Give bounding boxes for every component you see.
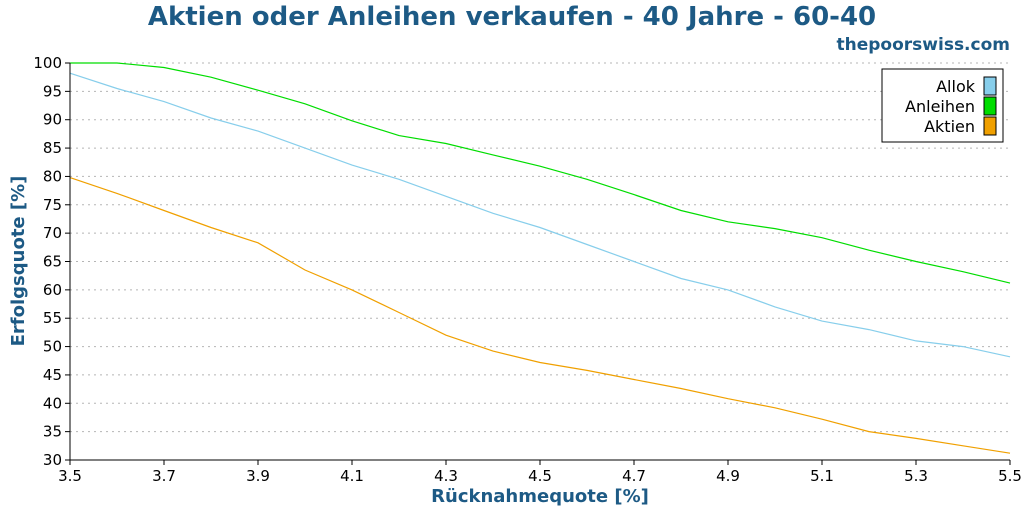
y-tick-label: 75	[43, 196, 62, 214]
legend-swatch	[983, 96, 997, 116]
x-tick-label: 5.5	[998, 467, 1022, 485]
x-tick-label: 3.9	[246, 467, 270, 485]
y-tick-label: 70	[43, 224, 62, 242]
y-tick-label: 40	[43, 394, 62, 412]
y-tick-label: 50	[43, 338, 62, 356]
x-tick-label: 5.3	[904, 467, 928, 485]
series-line-aktien	[69, 177, 1011, 454]
x-tick-label: 4.3	[434, 467, 458, 485]
y-tick-label: 55	[43, 309, 62, 327]
legend-swatch	[983, 116, 997, 136]
x-axis-title: Rücknahmequote [%]	[431, 486, 649, 507]
y-tick-label: 100	[33, 54, 62, 72]
grid-lines	[70, 62, 1010, 433]
x-axis-ticks: 3.5 3.7 3.9 4.1 4.3 4.5 4.7 4.9 5.1 5.3 5.5	[58, 460, 1022, 485]
x-tick-label: 3.7	[152, 467, 176, 485]
legend-label: Allok	[936, 77, 976, 96]
x-tick-label: 4.7	[622, 467, 646, 485]
series-line-allok	[69, 72, 1011, 358]
x-tick-label: 5.1	[810, 467, 834, 485]
y-axis-title: Erfolgsquote [%]	[8, 176, 29, 347]
x-tick-label: 4.1	[340, 467, 364, 485]
y-tick-label: 30	[43, 451, 62, 469]
y-tick-label: 45	[43, 366, 62, 384]
y-tick-label: 35	[43, 423, 62, 441]
legend-swatch	[983, 76, 997, 96]
series-lines	[69, 62, 1011, 454]
y-tick-label: 80	[43, 167, 62, 185]
y-tick-label: 65	[43, 253, 62, 271]
x-tick-label: 4.5	[528, 467, 552, 485]
y-tick-label: 60	[43, 281, 62, 299]
legend-box	[881, 68, 1004, 143]
legend-label: Anleihen	[905, 97, 975, 116]
series-line-anleihen	[70, 62, 1011, 284]
watermark-text: thepoorswiss.com	[837, 35, 1011, 55]
y-tick-label: 95	[43, 82, 62, 100]
y-axis-ticks: 30 35 40 45 50 55 60 65 70 75 80 85 90 95 100	[33, 54, 70, 469]
y-tick-label: 85	[43, 139, 62, 157]
x-tick-label: 4.9	[716, 467, 740, 485]
chart-title: Aktien oder Anleihen verkaufen - 40 Jahr…	[148, 2, 876, 32]
y-tick-label: 90	[43, 111, 62, 129]
legend-label: Aktien	[924, 117, 975, 136]
x-tick-label: 3.5	[58, 467, 82, 485]
